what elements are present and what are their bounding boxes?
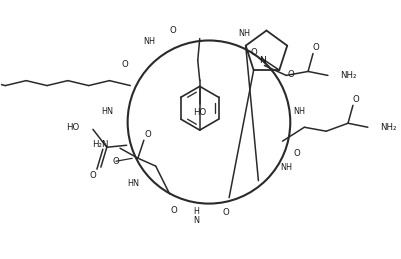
Text: NH: NH bbox=[280, 163, 292, 172]
Text: O: O bbox=[169, 26, 176, 35]
Text: H: H bbox=[193, 207, 199, 216]
Text: O: O bbox=[250, 48, 257, 57]
Text: O: O bbox=[121, 60, 128, 69]
Text: O: O bbox=[352, 95, 359, 104]
Text: NH: NH bbox=[238, 29, 250, 38]
Text: NH: NH bbox=[293, 107, 305, 116]
Text: O: O bbox=[223, 208, 229, 217]
Text: O: O bbox=[313, 43, 319, 52]
Text: O: O bbox=[144, 130, 151, 139]
Text: H₂N: H₂N bbox=[92, 140, 108, 149]
Text: HN: HN bbox=[101, 107, 113, 116]
Text: HN: HN bbox=[127, 179, 139, 189]
Text: O: O bbox=[294, 149, 300, 158]
Text: NH₂: NH₂ bbox=[340, 71, 356, 80]
Text: O: O bbox=[170, 206, 177, 215]
Text: O: O bbox=[89, 171, 96, 179]
Text: HO: HO bbox=[66, 123, 79, 132]
Text: O: O bbox=[113, 157, 119, 166]
Text: N: N bbox=[193, 216, 199, 225]
Text: NH: NH bbox=[144, 37, 156, 46]
Text: O: O bbox=[288, 70, 294, 79]
Text: N: N bbox=[259, 56, 266, 65]
Text: HO: HO bbox=[193, 108, 207, 117]
Text: NH₂: NH₂ bbox=[380, 123, 396, 132]
